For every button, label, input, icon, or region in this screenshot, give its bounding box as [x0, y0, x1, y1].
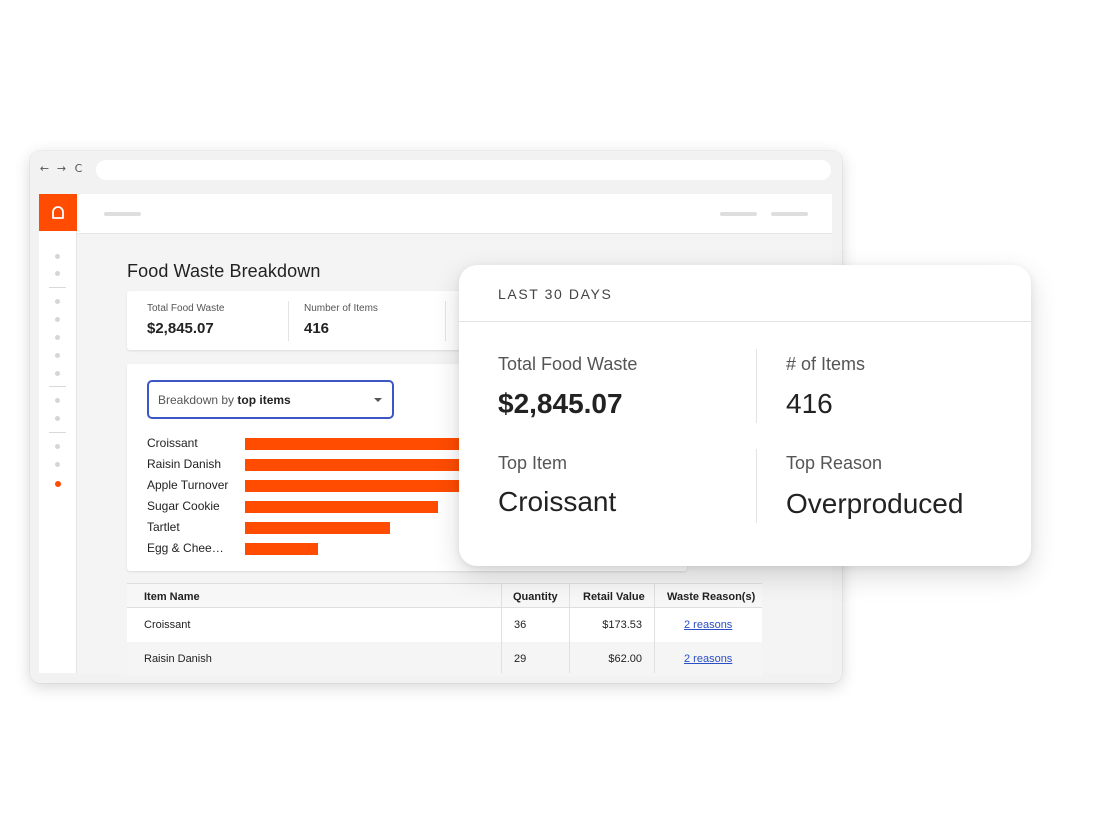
sidebar-nav-icon[interactable]	[55, 398, 60, 403]
bar-row: Tartlet	[147, 518, 687, 536]
sidebar-divider	[49, 432, 66, 433]
sidebar-nav-icon[interactable]	[55, 444, 60, 449]
overlay-divider	[459, 321, 1031, 322]
overlay-period-header: LAST 30 DAYS	[498, 286, 613, 302]
bar[interactable]	[245, 543, 318, 555]
sidebar-divider	[49, 386, 66, 387]
stat-divider	[288, 301, 289, 341]
bar-row: Egg & Chee…	[147, 539, 687, 557]
forward-arrow-icon[interactable]: →	[56, 162, 67, 175]
cell-retail-value: $173.53	[602, 619, 642, 631]
overlay-total-value: $2,845.07	[498, 388, 623, 419]
sidebar-nav-icon[interactable]	[55, 335, 60, 340]
main-content: Food Waste Breakdown Total Food Waste $2…	[77, 234, 832, 676]
reload-icon[interactable]: C	[74, 162, 83, 175]
logo-icon[interactable]	[39, 194, 77, 231]
bar[interactable]	[245, 480, 463, 492]
bar-label: Tartlet	[147, 520, 180, 534]
stat-total-food-waste: Total Food Waste $2,845.07	[147, 303, 224, 337]
column-divider	[569, 583, 570, 673]
bar-row: Raisin Danish	[147, 455, 687, 473]
table-header: Item Name Quantity Retail Value Waste Re…	[127, 583, 762, 608]
column-header-waste-reasons[interactable]: Waste Reason(s)	[667, 591, 756, 603]
bar[interactable]	[245, 501, 438, 513]
sidebar-nav-icon-active[interactable]	[54, 481, 61, 487]
overlay-top-item-label: Top Item	[498, 453, 568, 473]
bell-logo-icon	[52, 205, 64, 219]
column-header-retail-value[interactable]: Retail Value	[583, 591, 645, 603]
sidebar-nav-icon[interactable]	[55, 271, 60, 276]
cell-item-name: Croissant	[144, 619, 191, 631]
topbar-placeholder[interactable]	[771, 212, 808, 216]
address-bar[interactable]	[96, 160, 831, 180]
sidebar-nav-icon[interactable]	[55, 462, 60, 467]
sidebar-nav-icon[interactable]	[55, 371, 60, 376]
topbar-placeholder	[104, 212, 141, 216]
summary-overlay-card: LAST 30 DAYS Total Food Waste $2,845.07 …	[459, 265, 1031, 566]
sidebar-nav-icon[interactable]	[55, 299, 60, 304]
column-divider	[654, 583, 655, 673]
sidebar-nav-icon[interactable]	[55, 254, 60, 259]
page-title: Food Waste Breakdown	[127, 261, 321, 281]
sidebar-divider	[49, 287, 66, 288]
stat-divider	[445, 301, 446, 341]
table-row[interactable]: Croissant 36 $173.53 2 reasons	[127, 608, 762, 642]
bar-row: Sugar Cookie	[147, 497, 687, 515]
overlay-items-label: # of Items	[786, 354, 866, 374]
reasons-link[interactable]: 2 reasons	[684, 653, 733, 665]
sidebar-nav-icon[interactable]	[55, 353, 60, 358]
stat-label: Number of Items	[304, 303, 378, 314]
column-header-quantity[interactable]: Quantity	[513, 591, 558, 603]
column-divider	[501, 583, 502, 673]
top-bar	[77, 194, 832, 234]
bar-label: Sugar Cookie	[147, 499, 220, 513]
overlay-total-label: Total Food Waste	[498, 354, 638, 374]
topbar-placeholder[interactable]	[720, 212, 757, 216]
overlay-top-reason-value: Overproduced	[786, 488, 964, 519]
sidebar-nav-icon[interactable]	[55, 317, 60, 322]
cell-quantity: 29	[514, 653, 527, 665]
overlay-top-reason-label: Top Reason	[786, 453, 883, 473]
bar-label: Egg & Chee…	[147, 541, 224, 555]
bar[interactable]	[245, 459, 479, 471]
overlay-top-item-value: Croissant	[498, 486, 617, 517]
bar-label: Raisin Danish	[147, 457, 222, 471]
cell-retail-value: $62.00	[608, 653, 642, 665]
stat-label: Total Food Waste	[147, 303, 225, 314]
bar[interactable]	[245, 522, 390, 534]
bar-label: Croissant	[147, 436, 198, 450]
browser-nav-controls: ← → C	[39, 162, 84, 175]
sidebar	[39, 194, 77, 673]
select-text: Breakdown by top items	[158, 393, 291, 407]
select-value: top items	[237, 393, 291, 407]
cell-item-name: Raisin Danish	[144, 653, 212, 665]
column-header-item-name[interactable]: Item Name	[144, 591, 200, 603]
overlay-column-divider	[756, 449, 757, 523]
app-frame: Food Waste Breakdown Total Food Waste $2…	[39, 194, 832, 676]
bar-row: Apple Turnover	[147, 476, 687, 494]
table-row[interactable]: Raisin Danish 29 $62.00 2 reasons	[127, 642, 762, 676]
reasons-link[interactable]: 2 reasons	[684, 619, 733, 631]
bar-label: Apple Turnover	[147, 478, 229, 492]
caret-down-icon	[374, 398, 382, 402]
stat-number-of-items: Number of Items 416	[304, 303, 378, 337]
items-table: Item Name Quantity Retail Value Waste Re…	[127, 583, 762, 676]
browser-window: ← → C	[30, 151, 842, 683]
back-arrow-icon[interactable]: ←	[39, 162, 50, 175]
stat-value: 416	[304, 320, 330, 337]
cell-quantity: 36	[514, 619, 527, 631]
stat-value: $2,845.07	[147, 320, 214, 337]
breakdown-select[interactable]: Breakdown by top items	[147, 380, 394, 419]
overlay-items-value: 416	[786, 388, 833, 419]
sidebar-nav-icon[interactable]	[55, 416, 60, 421]
select-prefix: Breakdown by	[158, 393, 238, 407]
overlay-column-divider	[756, 349, 757, 423]
